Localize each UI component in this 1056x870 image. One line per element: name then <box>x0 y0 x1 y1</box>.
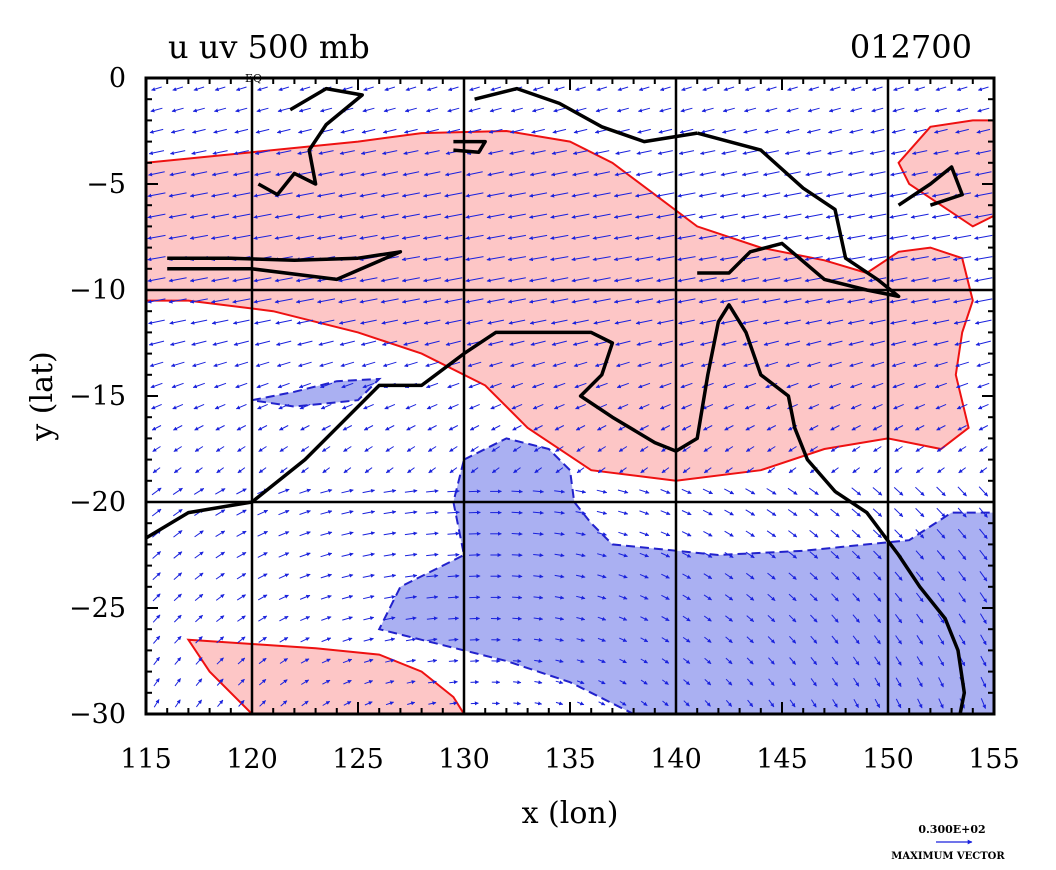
wind-vector <box>513 661 521 662</box>
wind-vector <box>512 597 522 598</box>
vector-key-caption: MAXIMUM VECTOR <box>891 851 1005 862</box>
y-tick-label: −10 <box>69 275 126 306</box>
y-tick-label: −25 <box>69 593 126 624</box>
x-tick-label: 120 <box>226 744 278 775</box>
wind-vector <box>512 491 523 492</box>
y-axis-label: y (lat) <box>25 351 60 441</box>
y-tick-label: −5 <box>86 169 126 200</box>
wind-vector <box>512 534 523 535</box>
x-tick-label: 115 <box>120 744 172 775</box>
wind-vector <box>513 640 522 641</box>
y-tick-label: −20 <box>69 487 126 518</box>
plot-title: u uv 500 mb <box>168 28 370 66</box>
x-tick-label: 130 <box>438 744 490 775</box>
equator-label: EQ <box>245 72 262 85</box>
wind-vector <box>512 555 522 556</box>
y-tick-label: −15 <box>69 381 126 412</box>
date-stamp: 012700 <box>850 28 972 66</box>
wind-vector <box>512 576 522 577</box>
x-tick-label: 135 <box>544 744 596 775</box>
x-axis-label: x (lon) <box>522 796 619 831</box>
vector-key-value: 0.300E+02 <box>918 823 985 836</box>
x-tick-label: 155 <box>968 744 1020 775</box>
wind-vector <box>512 512 523 513</box>
x-tick-label: 145 <box>756 744 808 775</box>
y-tick-label: −30 <box>69 699 126 730</box>
x-tick-label: 125 <box>332 744 384 775</box>
wind-vector <box>512 618 521 619</box>
y-tick-label: 0 <box>109 63 126 94</box>
x-tick-label: 150 <box>862 744 914 775</box>
x-tick-label: 140 <box>650 744 702 775</box>
